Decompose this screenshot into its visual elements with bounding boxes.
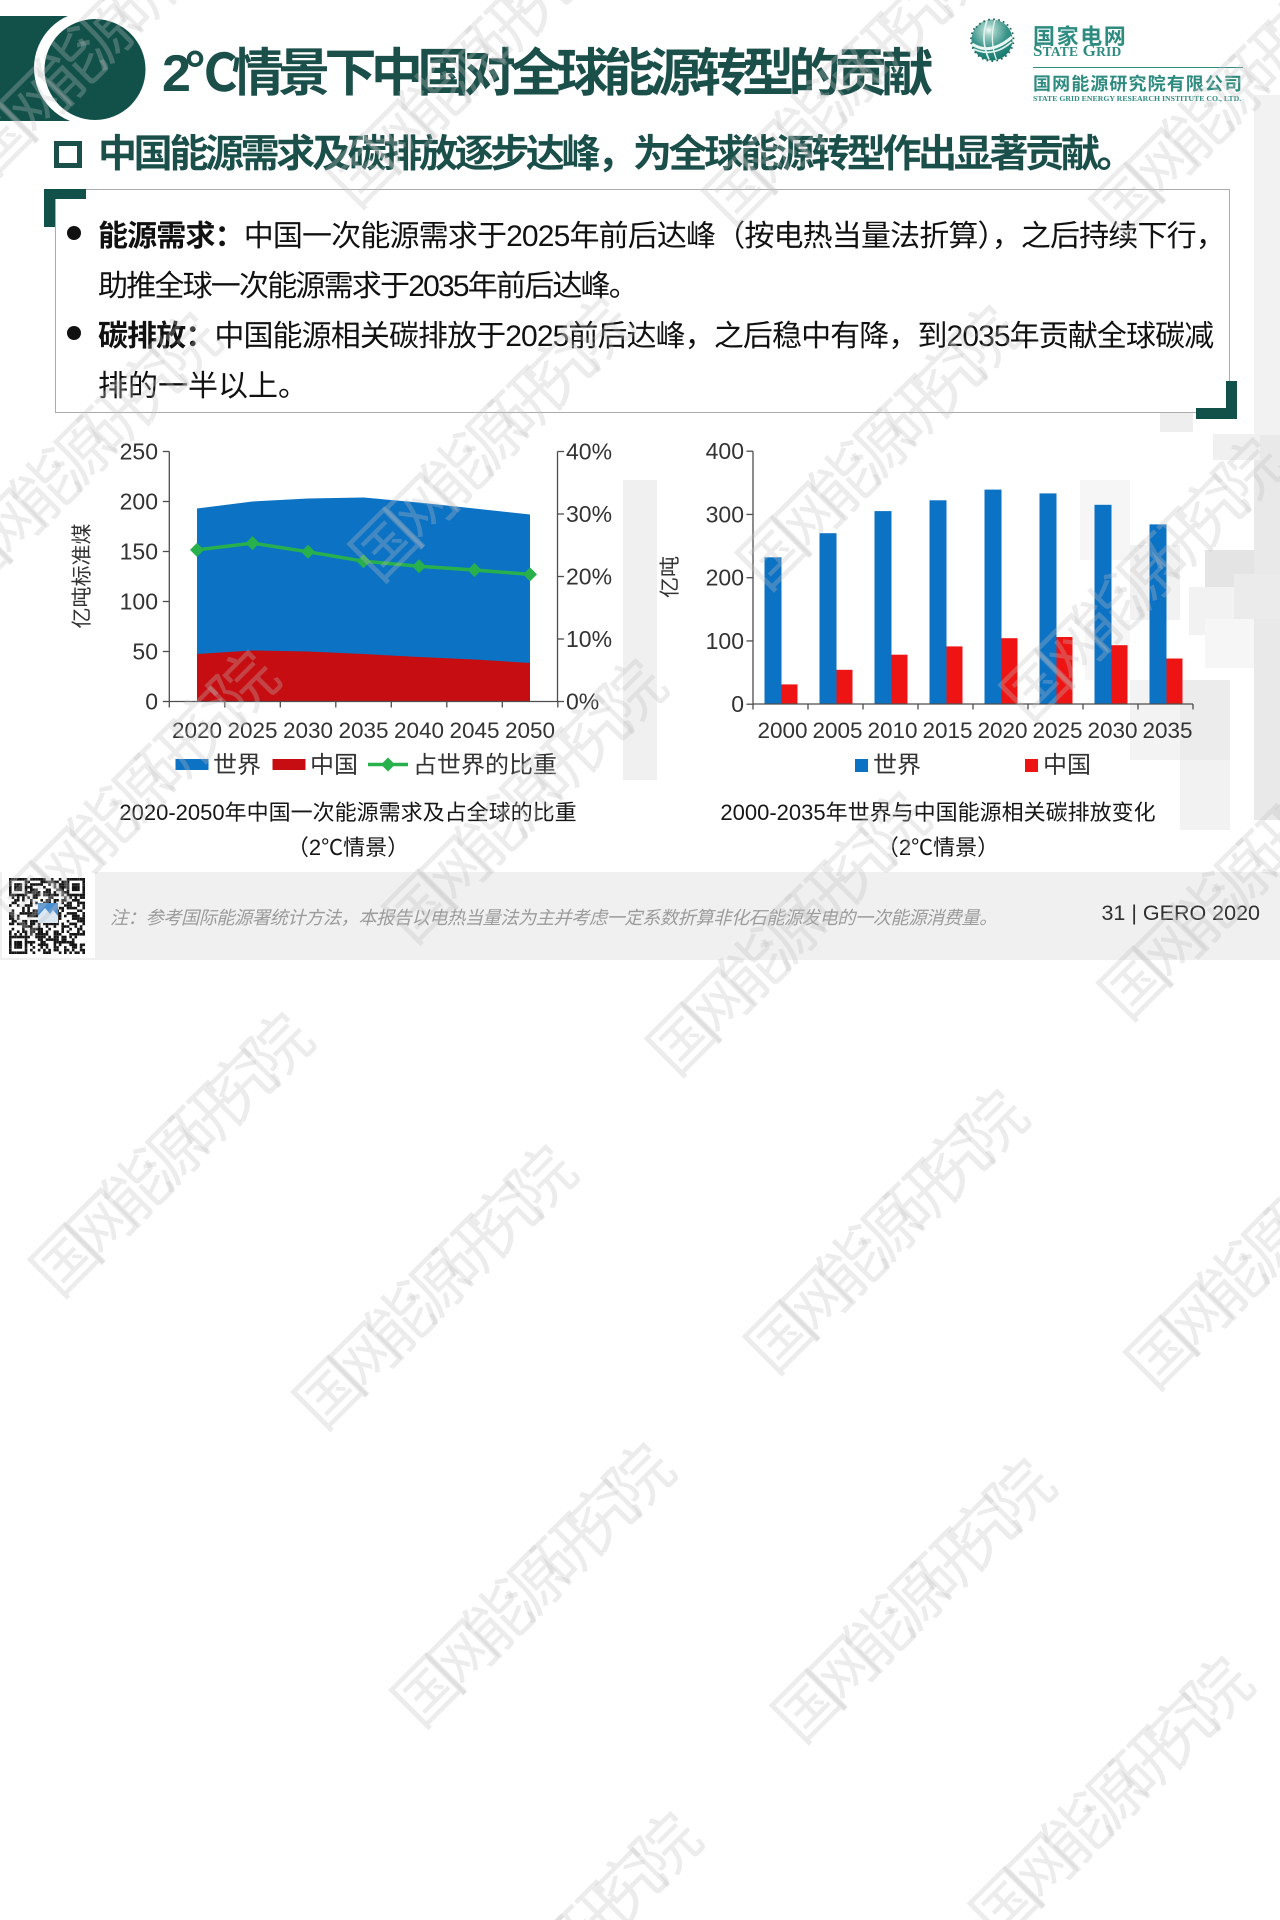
svg-text:10%: 10% [566, 626, 612, 652]
svg-text:50: 50 [132, 639, 158, 665]
svg-text:30%: 30% [566, 501, 612, 527]
svg-text:2025: 2025 [1032, 718, 1082, 743]
svg-text:0: 0 [731, 691, 744, 717]
svg-text:200: 200 [120, 489, 158, 515]
svg-text:亿吨标准煤: 亿吨标准煤 [66, 524, 96, 629]
svg-text:2010: 2010 [867, 718, 917, 743]
svg-text:中国: 中国 [310, 745, 358, 780]
svg-text:占世界的比重: 占世界的比重 [413, 745, 557, 780]
svg-text:200: 200 [706, 565, 744, 591]
svg-text:400: 400 [706, 438, 744, 464]
svg-text:中国: 中国 [1043, 745, 1091, 780]
svg-text:世界: 世界 [213, 745, 261, 780]
svg-text:2000: 2000 [757, 718, 807, 743]
svg-text:2015: 2015 [922, 718, 972, 743]
svg-text:0: 0 [145, 689, 158, 715]
svg-text:世界: 世界 [873, 745, 921, 780]
svg-text:250: 250 [120, 439, 158, 465]
svg-text:2030: 2030 [1087, 718, 1137, 743]
svg-text:100: 100 [706, 628, 744, 654]
svg-text:2020: 2020 [977, 718, 1027, 743]
svg-text:40%: 40% [566, 439, 612, 465]
svg-text:2035: 2035 [1142, 718, 1192, 743]
svg-text:2025: 2025 [227, 718, 277, 743]
svg-text:2050: 2050 [505, 718, 555, 743]
svg-text:2045: 2045 [449, 718, 499, 743]
svg-text:20%: 20% [566, 564, 612, 590]
svg-text:2005: 2005 [812, 718, 862, 743]
svg-text:100: 100 [120, 589, 158, 615]
svg-text:2020: 2020 [172, 718, 222, 743]
svg-text:2035: 2035 [338, 718, 388, 743]
svg-text:150: 150 [120, 539, 158, 565]
svg-text:2030: 2030 [283, 718, 333, 743]
svg-text:亿吨: 亿吨 [654, 556, 684, 598]
svg-text:0%: 0% [566, 689, 599, 715]
svg-text:300: 300 [706, 501, 744, 527]
svg-text:2040: 2040 [394, 718, 444, 743]
